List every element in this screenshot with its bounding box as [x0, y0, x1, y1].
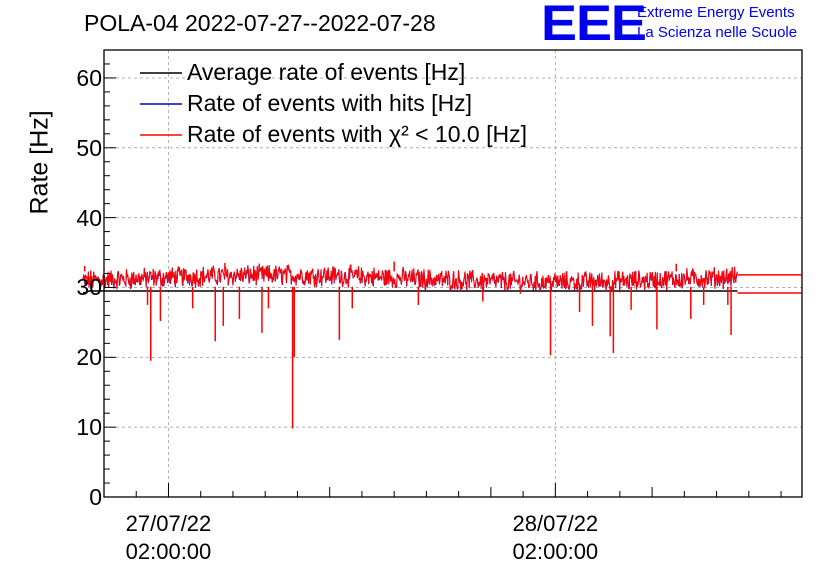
y-tick-label: 20 [76, 344, 102, 371]
y-tick-label: 0 [89, 484, 102, 510]
eee-logo: EEE [541, 0, 647, 51]
logo-line-1: Extreme Energy Events [637, 4, 795, 21]
x-tick-label: 27/07/22 02:00:00 [98, 510, 238, 566]
plot-frame [103, 49, 803, 498]
x-tick-time: 02:00:00 [512, 539, 599, 564]
y-axis-label: Rate [Hz] [25, 110, 54, 215]
y-tick-label: 10 [76, 414, 102, 441]
logo-line-2: La Scienza nelle Scuole [637, 24, 798, 41]
series-chi2-line [82, 263, 738, 294]
legend-label-average: Average rate of events [Hz] [187, 59, 466, 85]
chart-title: POLA-04 2022-07-27--2022-07-28 [84, 10, 436, 36]
y-tick-label: 60 [76, 64, 102, 91]
series-layer [82, 261, 802, 429]
x-tick-date: 27/07/22 [125, 511, 212, 536]
legend [140, 72, 182, 136]
x-tick-label: 28/07/22 02:00:00 [485, 510, 625, 566]
series-average-line [82, 290, 738, 294]
x-tick-time: 02:00:00 [125, 539, 212, 564]
legend-label-hits: Rate of events with hits [Hz] [187, 90, 473, 116]
y-tick-label: 30 [76, 274, 102, 301]
legend-label-chi2: Rate of events with χ² < 10.0 [Hz] [187, 121, 527, 147]
y-tick-label: 40 [76, 204, 102, 231]
x-tick-date: 28/07/22 [512, 511, 599, 536]
y-tick-label: 50 [76, 134, 102, 161]
